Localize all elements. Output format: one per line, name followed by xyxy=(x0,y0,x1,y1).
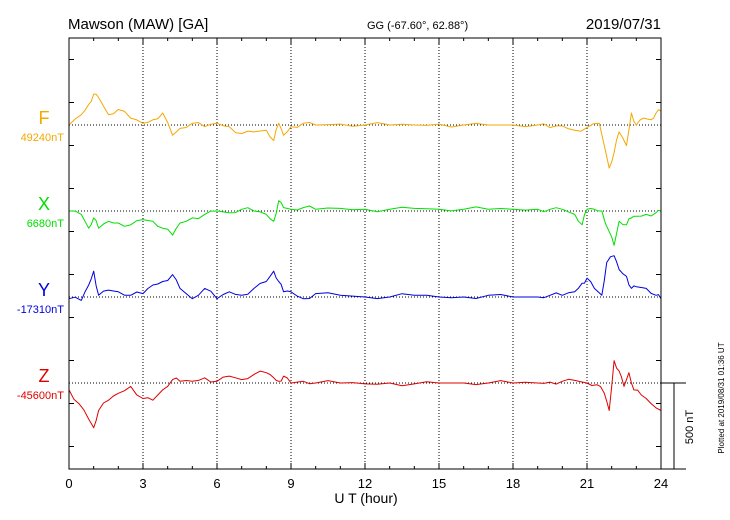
coordinates-label: GG (-67.60°, 62.88°) xyxy=(367,20,468,32)
scale-bar: 500 nT xyxy=(661,382,696,470)
scale-bar-label: 500 nT xyxy=(684,410,696,445)
series-labels: F 49240nT X 6680nT Y -17310nT Z -45600nT xyxy=(17,108,64,402)
series-line-z xyxy=(68,360,662,429)
x-tick-label: 12 xyxy=(358,476,372,491)
series-baseline-label-z: -45600nT xyxy=(17,390,64,402)
x-tick-label: 21 xyxy=(580,476,594,491)
axis-ticks: 0 3 6 9 12 15 18 21 24 xyxy=(65,38,668,491)
x-tick-label: 6 xyxy=(213,476,220,491)
x-tick-label: 18 xyxy=(506,476,520,491)
date-label: 2019/07/31 xyxy=(586,16,661,33)
series-name-z: Z xyxy=(39,366,50,386)
x-tick-label: 0 xyxy=(65,476,72,491)
x-tick-label: 15 xyxy=(432,476,446,491)
series-name-y: Y xyxy=(38,280,50,300)
series-line-x xyxy=(68,200,662,246)
series-name-f: F xyxy=(39,108,50,128)
grid-lines xyxy=(142,38,588,469)
series-name-x: X xyxy=(38,194,50,214)
series-line-y xyxy=(68,255,662,301)
x-axis-label: U T (hour) xyxy=(334,490,397,506)
data-traces xyxy=(68,93,662,429)
x-tick-label: 9 xyxy=(287,476,294,491)
plotted-at-note: Plotted at 2019/08/31 01:36 UT xyxy=(717,342,726,453)
x-tick-label: 3 xyxy=(139,476,146,491)
series-line-f xyxy=(68,93,662,169)
station-title: Mawson (MAW) [GA] xyxy=(68,16,208,33)
series-baseline-label-y: -17310nT xyxy=(17,304,64,316)
series-baseline-label-x: 6680nT xyxy=(27,218,65,230)
x-tick-label: 24 xyxy=(654,476,668,491)
series-baseline-label-f: 49240nT xyxy=(21,132,65,144)
